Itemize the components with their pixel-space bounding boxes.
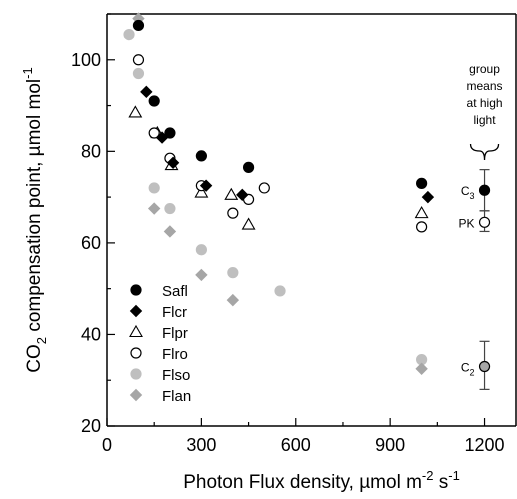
x-tick-label: 0	[102, 435, 112, 455]
data-point-flso	[195, 244, 207, 256]
data-point-flpr	[241, 217, 256, 230]
data-point-safl	[132, 19, 145, 32]
x-tick-label: 1200	[465, 435, 505, 455]
data-point-flro	[148, 127, 160, 139]
data-point-flso	[132, 67, 145, 80]
legend-label-safl: Safl	[162, 283, 188, 300]
data-point-flcr	[236, 188, 249, 202]
x-tick-label: 900	[375, 435, 405, 455]
data-point-flcr	[421, 190, 435, 204]
legend-label-flan: Flan	[162, 388, 191, 405]
data-point-safl	[148, 95, 160, 107]
mean-point-pk	[478, 216, 491, 228]
data-point-flcr	[166, 156, 180, 169]
y-tick-label: 80	[81, 141, 101, 161]
legend-marker-flso	[130, 368, 142, 380]
annotation: group means at high light	[467, 62, 503, 161]
legend-label-flcr: Flcr	[162, 304, 187, 321]
data-point-flro	[258, 182, 270, 194]
mean-point-c3	[478, 184, 491, 196]
annotation-line: means	[467, 79, 503, 93]
data-point-flan	[147, 202, 161, 215]
data-point-safl	[164, 127, 176, 139]
data-point-flso	[227, 267, 239, 279]
data-point-flpr	[194, 185, 209, 198]
legend-marker-flcr	[129, 304, 143, 318]
data-point-flso	[274, 285, 286, 297]
mean-label-pk: PK	[459, 216, 475, 230]
data-point-flpr	[224, 187, 239, 200]
x-axis-title: Photon Flux density, µmol m-2 s-1	[183, 468, 460, 493]
data-point-flro	[132, 54, 145, 66]
data-point-safl	[242, 161, 255, 173]
y-tick-label: 60	[81, 233, 101, 253]
data-point-flpr	[128, 105, 143, 118]
data-point-safl	[195, 150, 207, 162]
legend-marker-flpr	[129, 324, 143, 338]
data-marks	[123, 12, 435, 375]
data-point-flcr	[140, 85, 153, 99]
data-point-flso	[123, 28, 135, 41]
data-point-flan	[415, 362, 428, 375]
legend-label-flpr: Flpr	[162, 325, 188, 342]
data-point-flan	[226, 293, 240, 307]
data-point-flso	[164, 202, 176, 215]
annotation-line: group	[469, 62, 500, 76]
data-point-safl	[416, 177, 428, 189]
data-point-flso	[148, 182, 160, 194]
group-means: C3 PK C2	[459, 169, 491, 390]
legend-marker-flro	[130, 347, 142, 359]
legend-label-flso: Flso	[162, 367, 190, 384]
annotation-line: light	[474, 113, 497, 127]
legend-label-flro: Flro	[162, 346, 188, 363]
mean-point-c2	[478, 360, 491, 373]
x-tick-label: 300	[186, 435, 216, 455]
x-tick-label: 600	[281, 435, 311, 455]
data-point-flro	[227, 207, 239, 219]
legend: Safl Flcr Flpr Flro Flso Flan	[129, 283, 191, 405]
legend-marker-safl	[130, 284, 142, 296]
legend-marker-flan	[129, 388, 143, 402]
data-point-flro	[416, 221, 428, 233]
annotation-brace	[469, 143, 500, 161]
y-tick-label: 100	[71, 50, 101, 70]
y-tick-label: 20	[81, 416, 101, 436]
data-point-flcr	[199, 179, 213, 192]
y-tick-label: 40	[81, 324, 101, 344]
data-point-flpr	[414, 206, 429, 219]
mean-label-c3: C3	[461, 184, 475, 201]
annotation-line: at high	[467, 96, 503, 110]
data-point-flan	[163, 225, 177, 238]
data-point-flan	[195, 268, 208, 282]
y-axis-title: CO2 compensation point, µmol mol-1	[20, 67, 49, 372]
mean-label-c2: C2	[461, 360, 475, 377]
